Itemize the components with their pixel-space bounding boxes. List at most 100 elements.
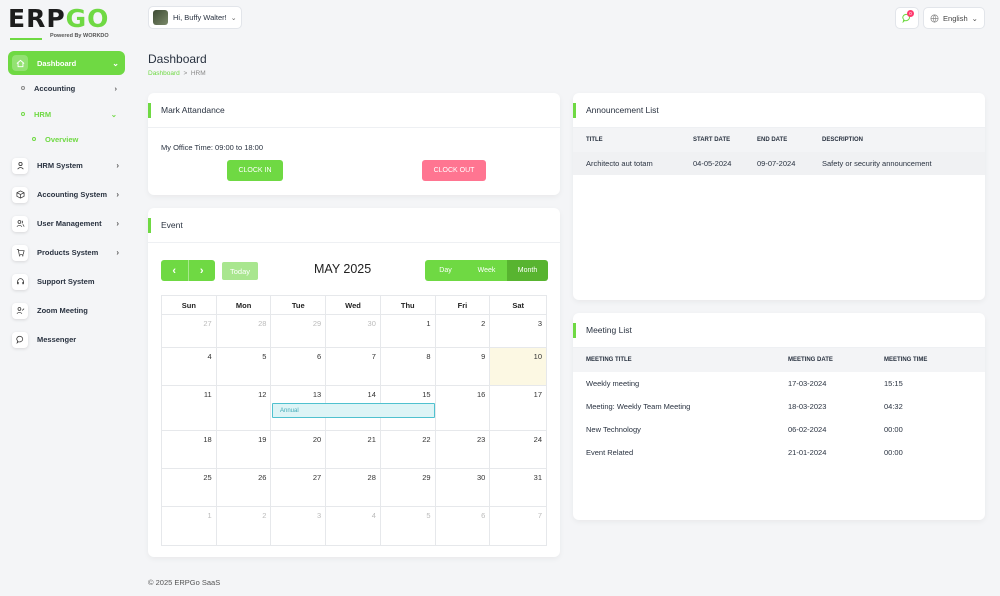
- calendar-day-number: 20: [312, 435, 322, 444]
- sidebar-item-dashboard[interactable]: Dashboard ⌄: [8, 51, 125, 75]
- calendar-day[interactable]: 23: [436, 431, 491, 468]
- user-menu-button[interactable]: Hi, Buffy Walter! ⌄: [148, 6, 242, 29]
- calendar-day[interactable]: 3: [490, 315, 546, 347]
- sidebar-item-zoom-meeting[interactable]: Zoom Meeting: [8, 296, 125, 325]
- sidebar-item-user-management[interactable]: User Management ›: [8, 209, 125, 238]
- table-row[interactable]: Event Related 21-01-2024 00:00: [573, 441, 985, 464]
- table-row[interactable]: Weekly meeting 17-03-2024 15:15: [573, 372, 985, 395]
- calendar-day[interactable]: 2: [436, 315, 491, 347]
- column-header: MEETING TITLE: [586, 357, 632, 363]
- clock-in-button[interactable]: CLOCK IN: [227, 160, 283, 181]
- calendar-day[interactable]: 28: [217, 315, 272, 347]
- calendar-day[interactable]: 3: [271, 507, 327, 545]
- calendar-day[interactable]: 8: [381, 348, 436, 385]
- calendar-day[interactable]: 7: [326, 348, 381, 385]
- table-cell: 06-02-2024: [788, 425, 827, 434]
- calendar-day[interactable]: 30: [326, 315, 381, 347]
- calendar-week-row: 18 19 20 21 22 23 24: [162, 431, 546, 469]
- logo[interactable]: ERPGO Powered By WORKDO: [8, 6, 126, 44]
- calendar-weekday: Sun: [162, 296, 217, 314]
- sidebar-item-hrm-system[interactable]: HRM System ›: [8, 151, 125, 180]
- calendar-day[interactable]: 19: [217, 431, 272, 468]
- chevron-down-icon: ⌄: [230, 14, 237, 22]
- view-month-button[interactable]: Month: [507, 260, 548, 281]
- calendar-day[interactable]: 28: [326, 469, 381, 506]
- calendar-day[interactable]: 4: [162, 348, 217, 385]
- calendar-day[interactable]: 7: [490, 507, 546, 545]
- calendar-day[interactable]: 29: [381, 469, 436, 506]
- calendar-day[interactable]: 12: [217, 386, 272, 430]
- breadcrumb: Dashboard > HRM: [148, 70, 206, 77]
- calendar-event[interactable]: Annual: [272, 403, 435, 418]
- calendar-day[interactable]: 18: [162, 431, 217, 468]
- sidebar-item-products-system[interactable]: Products System ›: [8, 238, 125, 267]
- calendar-day[interactable]: 15: [381, 386, 436, 430]
- clock-out-button[interactable]: CLOCK OUT: [422, 160, 486, 181]
- calendar-day[interactable]: 24: [490, 431, 546, 468]
- table-cell: Safety or security announcement: [822, 159, 932, 168]
- calendar-day[interactable]: 25: [162, 469, 217, 506]
- sidebar-item-accounting-system[interactable]: Accounting System ›: [8, 180, 125, 209]
- users-icon: [12, 215, 28, 232]
- view-day-button[interactable]: Day: [425, 260, 466, 281]
- calendar-day-number: 29: [312, 319, 322, 328]
- prev-month-button[interactable]: ‹: [161, 260, 189, 281]
- calendar-day-number: 13: [312, 390, 322, 399]
- calendar-month-title: MAY 2025: [314, 262, 372, 276]
- language-label: English: [943, 13, 968, 23]
- calendar-day[interactable]: 20: [271, 431, 327, 468]
- language-selector[interactable]: English ⌄: [923, 7, 985, 29]
- calendar-day[interactable]: 9: [436, 348, 491, 385]
- chevron-down-icon: ⌄: [112, 58, 119, 68]
- calendar-day[interactable]: 27: [271, 469, 327, 506]
- calendar-day[interactable]: 29: [271, 315, 327, 347]
- calendar-day[interactable]: 5: [381, 507, 436, 545]
- table-row[interactable]: Architecto aut totam 04-05-2024 09-07-20…: [573, 152, 985, 175]
- view-week-button[interactable]: Week: [466, 260, 507, 281]
- calendar-day[interactable]: 17: [490, 386, 546, 430]
- today-button[interactable]: Today: [222, 262, 258, 280]
- calendar-day[interactable]: 5: [217, 348, 272, 385]
- bullet-icon: [21, 86, 25, 90]
- calendar-day[interactable]: 21: [326, 431, 381, 468]
- calendar-day[interactable]: 27: [162, 315, 217, 347]
- calendar-day-number: 26: [258, 473, 267, 482]
- calendar-day[interactable]: 26: [217, 469, 272, 506]
- sidebar-item-support-system[interactable]: Support System: [8, 267, 125, 296]
- column-header: MEETING DATE: [788, 357, 833, 363]
- table-row[interactable]: New Technology 06-02-2024 00:00: [573, 418, 985, 441]
- bullet-icon: [32, 137, 36, 141]
- chevron-right-icon: ›: [116, 219, 119, 228]
- calendar-day[interactable]: 6: [271, 348, 327, 385]
- table-row[interactable]: Meeting: Weekly Team Meeting 18-03-2023 …: [573, 395, 985, 418]
- calendar-day[interactable]: 2: [217, 507, 272, 545]
- breadcrumb-current: HRM: [190, 70, 206, 77]
- table-cell: 17-03-2024: [788, 379, 827, 388]
- calendar-day[interactable]: 6: [436, 507, 491, 545]
- calendar-day-number: 12: [258, 390, 267, 399]
- table-cell: 00:00: [884, 425, 903, 434]
- breadcrumb-home-link[interactable]: Dashboard: [148, 70, 180, 77]
- logo-wordmark: ERPGO: [8, 4, 110, 33]
- calendar-day[interactable]: 1: [381, 315, 436, 347]
- sidebar-item-label: HRM System: [37, 161, 83, 170]
- calendar-day[interactable]: 16: [436, 386, 491, 430]
- calendar-day[interactable]: 11: [162, 386, 217, 430]
- box-icon: [12, 186, 28, 203]
- next-month-button[interactable]: ›: [199, 264, 204, 277]
- calendar-day[interactable]: 22: [381, 431, 436, 468]
- sidebar-item-hrm[interactable]: HRM ⌄: [8, 101, 125, 127]
- sidebar-item-label: Support System: [37, 277, 95, 286]
- calendar-day[interactable]: 31: [490, 469, 546, 506]
- calendar-day[interactable]: 1: [162, 507, 217, 545]
- sidebar-item-messenger[interactable]: Messenger: [8, 325, 125, 354]
- sidebar-item-accounting[interactable]: Accounting ›: [8, 75, 125, 101]
- calendar-toolbar: ‹ › Today MAY 2025 Day Week Month: [161, 260, 548, 281]
- sidebar-item-overview[interactable]: Overview: [8, 127, 125, 151]
- calendar-day[interactable]: 10: [490, 348, 547, 385]
- calendar-day[interactable]: 30: [436, 469, 491, 506]
- calendar-day[interactable]: 4: [326, 507, 381, 545]
- table-cell: 04-05-2024: [693, 159, 732, 168]
- calendar-weekday: Sat: [512, 300, 524, 310]
- notifications-button[interactable]: 0: [895, 7, 919, 29]
